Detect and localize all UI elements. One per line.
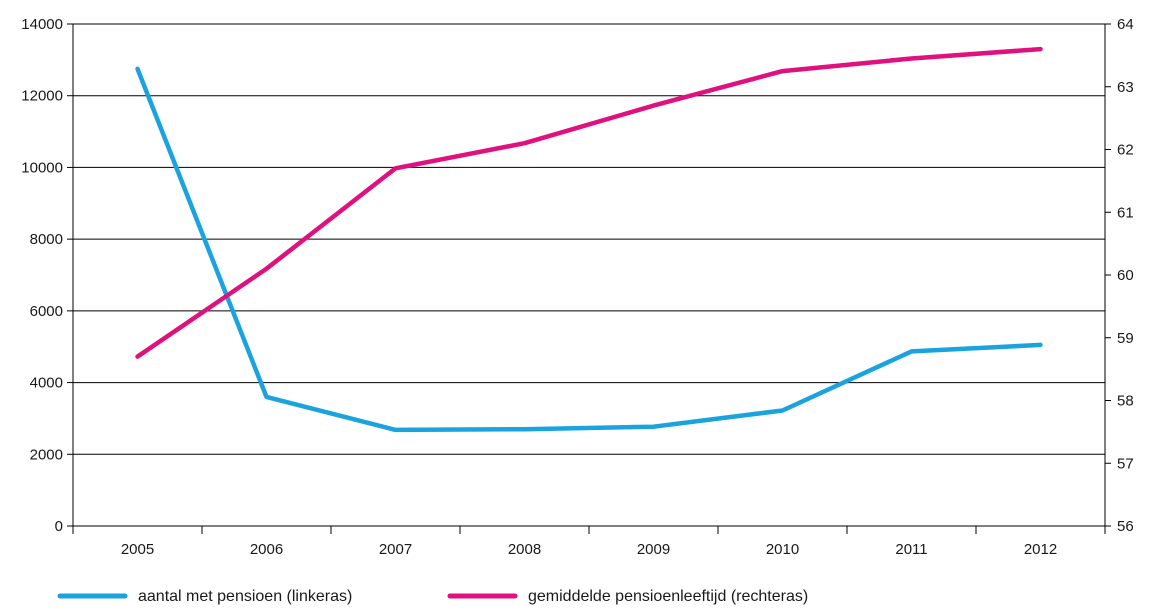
x-tick-label: 2008 [508, 541, 541, 558]
right-tick-label: 56 [1117, 518, 1134, 535]
right-tick-label: 57 [1117, 455, 1134, 472]
right-tick-label: 63 [1117, 79, 1134, 96]
x-axis-ticks: 2005 2006 2007 2008 2009 2010 2011 2012 [72, 526, 1106, 558]
right-tick-label: 59 [1117, 330, 1134, 347]
left-tick-label: 10000 [21, 159, 63, 176]
right-tick-label: 58 [1117, 393, 1134, 410]
x-tick-label: 2009 [637, 541, 670, 558]
left-tick-label: 2000 [30, 446, 63, 463]
left-tick-label: 4000 [30, 375, 63, 392]
left-tick-label: 12000 [21, 88, 63, 105]
legend: aantal met pensioen (linkeras) gemiddelde… [57, 588, 808, 605]
right-tick-label: 61 [1117, 204, 1134, 221]
legend-label: gemiddelde pensioenleeftijd (rechteras) [528, 588, 808, 605]
right-tick-label: 62 [1117, 142, 1134, 159]
right-tick-label: 60 [1117, 267, 1134, 284]
left-tick-label: 8000 [30, 231, 63, 248]
x-tick-label: 2005 [121, 541, 154, 558]
left-axis-ticks: 0 2000 4000 6000 8000 10000 12000 14000 [21, 16, 73, 535]
left-tick-label: 0 [55, 518, 63, 535]
x-tick-label: 2011 [895, 541, 927, 558]
left-tick-label: 14000 [21, 16, 63, 33]
axes [72, 24, 1106, 527]
x-tick-label: 2007 [379, 541, 412, 558]
left-tick-label: 6000 [30, 303, 63, 320]
x-tick-label: 2006 [250, 541, 283, 558]
series-line-2 [135, 46, 1043, 359]
x-tick-label: 2010 [766, 541, 799, 558]
right-axis-ticks: 56 57 58 59 60 61 62 63 64 [1105, 16, 1134, 535]
legend-label: aantal met pensioen (linkeras) [138, 588, 352, 605]
series [135, 46, 1043, 433]
x-tick-label: 2012 [1024, 541, 1057, 558]
gridlines [73, 23, 1105, 455]
series-line-1 [135, 66, 1043, 433]
right-tick-label: 64 [1117, 16, 1134, 33]
